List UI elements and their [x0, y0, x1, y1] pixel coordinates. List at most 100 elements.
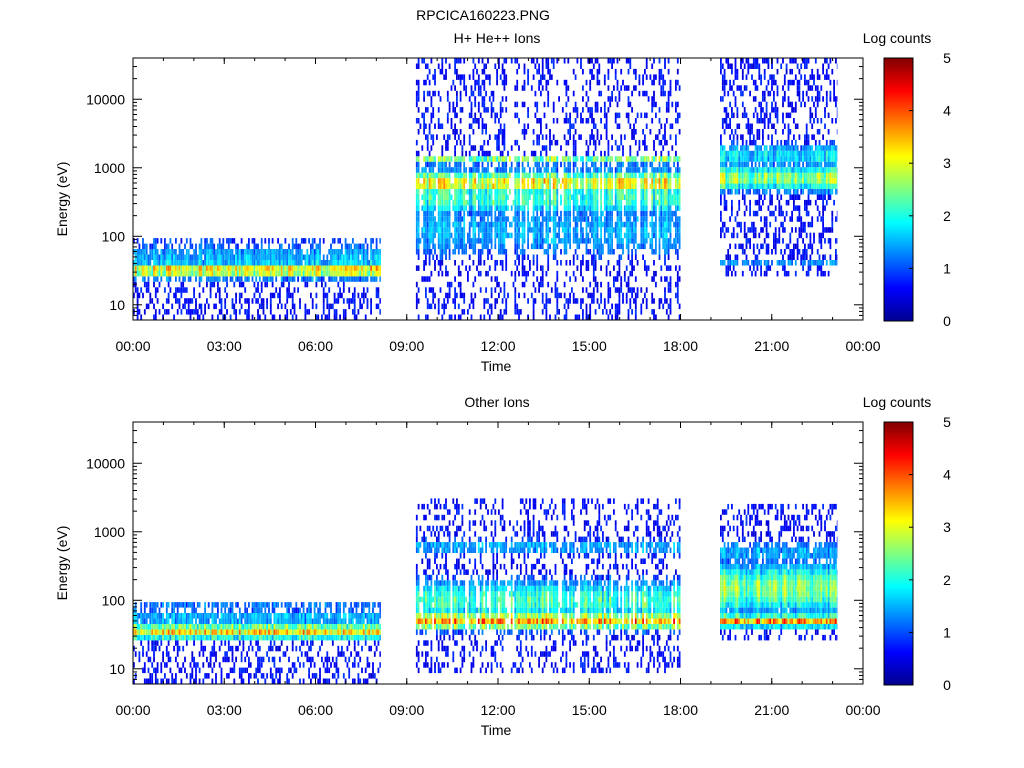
spectrogram-cell: [569, 178, 571, 184]
spectrogram-cell: [587, 96, 590, 102]
spectrogram-cell: [330, 270, 332, 277]
spectrogram-cell: [432, 298, 435, 304]
spectrogram-cell: [437, 260, 440, 266]
spectrogram-cell: [136, 249, 139, 255]
spectrogram-cell: [541, 243, 544, 250]
spectrogram-cell: [339, 238, 341, 244]
spectrogram-cell: [154, 309, 157, 315]
spectrogram-cell: [611, 167, 613, 173]
spectrogram-cell: [554, 243, 557, 250]
spectrogram-cell: [461, 150, 464, 157]
spectrogram-cell: [664, 189, 666, 195]
spectrogram-cell: [417, 210, 420, 217]
spectrogram-cell: [443, 303, 446, 310]
spectrogram-cell: [640, 303, 643, 310]
spectrogram-cell: [333, 292, 336, 299]
spectrogram-cell: [443, 249, 446, 255]
spectrogram-cell: [771, 178, 773, 184]
spectrogram-cell: [494, 118, 497, 124]
spectrogram-cell: [664, 194, 666, 200]
spectrogram-cell: [545, 145, 548, 151]
spectrogram-cell: [596, 79, 599, 86]
spectrogram-cell: [498, 216, 500, 222]
spectrogram-cell: [667, 90, 670, 97]
spectrogram-cell: [538, 287, 540, 293]
spectrogram-cell: [645, 303, 648, 310]
spectrogram-cell: [430, 205, 433, 211]
spectrogram-cell: [432, 238, 435, 244]
spectrogram-cell: [417, 298, 420, 304]
spectrogram-cell: [423, 243, 425, 250]
spectrogram-cell: [353, 254, 356, 260]
spectrogram-cell: [505, 189, 508, 195]
spectrogram-cell: [738, 85, 741, 91]
spectrogram-cell: [485, 150, 487, 157]
spectrogram-cell: [658, 107, 661, 113]
spectrogram-cell: [662, 74, 665, 80]
spectrogram-cell: [430, 134, 433, 140]
spectrogram-cell: [257, 298, 259, 304]
spectrogram-cell: [745, 238, 748, 244]
spectrogram-cell: [337, 249, 340, 255]
spectrogram-cell: [740, 183, 742, 189]
spectrogram-cell: [745, 254, 748, 260]
spectrogram-cell: [485, 270, 487, 277]
spectrogram-cell: [503, 58, 506, 64]
spectrogram-cell: [631, 249, 633, 255]
spectrogram-cell: [211, 249, 214, 255]
spectrogram-cell: [521, 243, 524, 250]
spectrogram-cell: [745, 172, 748, 179]
spectrogram-cell: [651, 194, 654, 200]
spectrogram-cell: [585, 303, 588, 310]
spectrogram-cell: [676, 68, 679, 75]
spectrogram-cell: [769, 265, 772, 271]
spectrogram-cell: [625, 221, 628, 228]
spectrogram-cell: [154, 292, 157, 299]
spectrogram-cell: [364, 292, 367, 299]
spectrogram-cell: [372, 254, 374, 260]
spectrogram-cell: [426, 232, 429, 239]
spectrogram-cell: [594, 107, 597, 113]
spectrogram-cell: [754, 172, 757, 179]
spectrogram-cell: [425, 243, 427, 250]
spectrogram-cell: [459, 178, 462, 184]
spectrogram-cell: [618, 167, 621, 173]
spectrogram-cell: [658, 161, 661, 168]
spectrogram-cell: [359, 303, 362, 310]
spectrogram-cell: [756, 189, 759, 195]
spectrogram-cell: [295, 243, 298, 250]
spectrogram-cell: [468, 194, 471, 200]
spectrogram-cell: [140, 287, 143, 293]
spectrogram-cell: [547, 161, 550, 168]
spectrogram-cell: [653, 139, 655, 146]
spectrogram-cell: [474, 249, 477, 255]
spectrogram-cell: [204, 238, 206, 244]
spectrogram-cell: [218, 270, 221, 277]
spectrogram-cell: [507, 178, 509, 184]
spectrogram-cell: [536, 260, 539, 266]
spectrogram-cell: [518, 216, 520, 222]
spectrogram-cell: [445, 303, 447, 310]
spectrogram-cell: [532, 232, 535, 239]
spectrogram-cell: [456, 216, 458, 222]
spectrogram-cell: [153, 238, 155, 244]
spectrogram-cell: [492, 156, 495, 162]
spectrogram-cell: [596, 68, 599, 75]
spectrogram-cell: [439, 205, 442, 211]
spectrogram-cell: [609, 210, 612, 217]
spectrogram-cell: [151, 270, 154, 277]
spectrogram-cell: [231, 265, 234, 271]
spectrogram-cell: [538, 221, 540, 228]
spectrogram-cell: [311, 265, 314, 271]
spectrogram-cell: [417, 167, 420, 173]
spectrogram-cell: [147, 281, 150, 288]
spectrogram-cell: [154, 254, 157, 260]
spectrogram-cell: [611, 145, 613, 151]
spectrogram-cell: [645, 74, 648, 80]
spectrogram-cell: [763, 123, 766, 129]
spectrogram-cell: [218, 265, 221, 271]
spectrogram-cell: [596, 101, 599, 108]
spectrogram-cell: [647, 96, 650, 102]
spectrogram-cell: [662, 216, 665, 222]
